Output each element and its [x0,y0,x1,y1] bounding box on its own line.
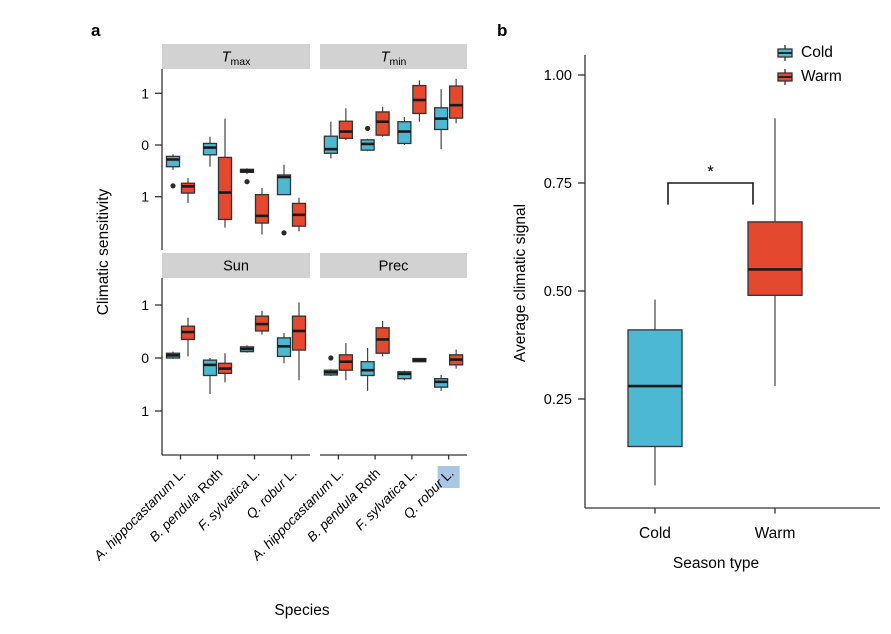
boxplot-prec-warm-1 [375,320,390,357]
box-iqr [323,135,339,154]
boxplot-sun-warm-3 [291,302,307,381]
boxplot-sun-cold-3 [276,333,292,364]
significance-bracket [667,182,754,205]
y-tick-label: 0 [141,137,149,153]
panel-a-x-axis-title: Species [274,602,330,619]
facet-tmax: Tmax 1 0 1 [141,44,310,250]
box-outlier [244,179,250,185]
boxplot-tmin-cold-3 [433,89,449,150]
text-selection-highlight [437,466,460,488]
box-iqr [747,221,803,296]
legend-item-cold: Cold [776,41,842,65]
boxplot-cold [627,299,683,486]
boxplot-tmax-warm-2 [254,187,270,235]
y-tick-label: 1 [141,297,149,313]
box-iqr [202,142,218,156]
boxplot-prec-cold-0 [323,355,339,377]
facet-strip-title: Tmax [222,50,251,69]
legend-label-warm: Warm [801,68,842,85]
boxplot-sun-warm-0 [180,317,196,357]
boxplot-tmax-warm-3 [291,197,307,232]
boxplot-tmin-cold-2 [397,117,412,145]
boxplot-sun-cold-0 [165,351,181,360]
boxplot-tmin-warm-3 [448,78,464,124]
panel-b-chart: 1.00 0.75 0.50 0.25 Cold Warm * [544,55,880,542]
y-tick-label: 0.75 [544,176,572,192]
facet-strip-title: Sun [223,259,249,275]
facet-strip [162,253,310,278]
boxplot-key-cold-icon [777,45,793,61]
box-iqr [202,359,218,377]
box-iqr [397,371,412,380]
box-iqr [165,155,181,168]
y-tick-label: 0.25 [544,392,572,408]
boxplot-prec-warm-2 [412,357,427,363]
boxplot-tmax-warm-0 [180,178,196,203]
boxplot-tmax-warm-1 [217,118,233,228]
boxplot-prec-cold-3 [433,374,449,391]
boxplot-tmax-cold-1 [202,136,218,167]
boxplot-warm [747,118,803,387]
legend-item-warm: Warm [776,65,842,89]
panel-b-plot: 1.00 0.75 0.50 0.25 Cold Warm * [544,55,880,542]
x-tick-label-warm: Warm [755,525,796,542]
boxplot-tmax-cold-3 [276,164,292,236]
y-tick-label: 0 [141,350,149,366]
y-tick-label: 1 [141,85,149,101]
y-tick-label: 1.00 [544,68,572,84]
y-tick-label: 1 [141,403,149,419]
boxplot-prec-warm-0 [338,343,354,381]
boxplot-tmax-cold-2 [239,168,255,185]
facet-strip [320,253,467,278]
x-tick-label-cold: Cold [639,525,671,542]
box-iqr [360,361,375,377]
box-iqr [375,111,390,136]
boxplot-tmin-warm-0 [338,108,354,140]
boxplot-key-warm-icon [777,69,793,85]
legend-label-cold: Cold [801,44,833,61]
boxplot-tmin-cold-0 [323,121,339,159]
panel-a-label: a [91,21,101,40]
boxplot-prec-cold-2 [397,370,412,381]
facet-strip [320,44,467,69]
box-iqr [180,182,196,194]
facet-strip-title: Tmin [381,50,407,69]
facet-strip-title: Prec [379,259,409,275]
boxplot-tmin-warm-2 [412,80,427,122]
box-iqr [448,85,464,119]
y-tick-label: 0.50 [544,284,572,300]
box-iqr [627,329,683,448]
box-outlier [328,355,334,361]
boxplot-sun-warm-2 [254,310,270,335]
boxplot-sun-cold-2 [239,345,255,353]
panel-b-legend: Cold Warm [776,41,842,89]
box-iqr [338,120,354,139]
box-outlier [170,183,176,189]
panel-b-label: b [497,21,508,40]
y-tick-label: 1 [141,189,149,205]
box-iqr [254,193,270,224]
boxplot-tmin-cold-1 [360,125,375,152]
boxplot-prec-cold-1 [360,347,375,391]
facet-strip [162,44,310,69]
boxplot-tmax-cold-0 [165,154,181,189]
boxplot-sun-cold-1 [202,358,218,395]
boxplot-tmin-warm-1 [375,106,390,137]
box-outlier [281,230,287,236]
significance-star: * [707,162,714,181]
box-iqr [217,156,233,221]
box-iqr [276,174,292,196]
panel-b-x-axis-title: Season type [672,555,760,572]
box-iqr [291,315,307,351]
boxplot-sun-warm-1 [217,353,233,383]
facet-tmin: Tmin [320,44,467,159]
boxplot-prec-warm-3 [448,349,464,369]
box-outlier [365,125,371,132]
